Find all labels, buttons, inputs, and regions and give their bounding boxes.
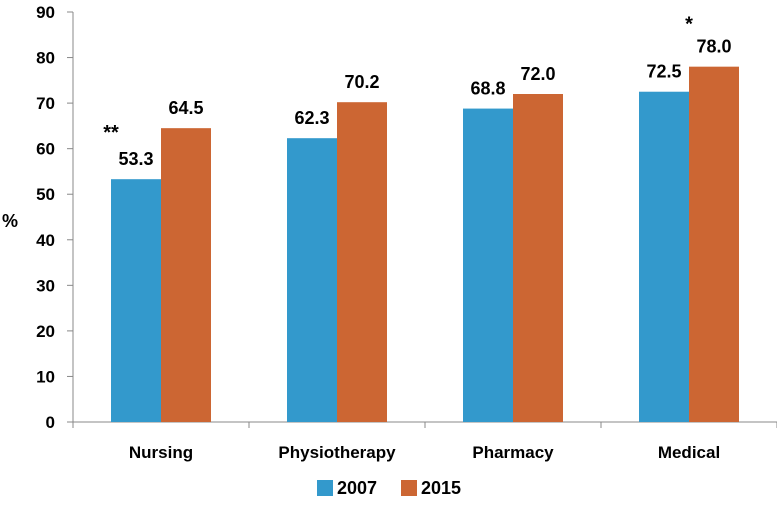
data-labels: 53.3 64.5 62.3 70.2 68.8 72.0 72.5 78.0 bbox=[118, 37, 731, 170]
significance-marker: ** bbox=[103, 122, 119, 144]
data-label: 72.5 bbox=[646, 62, 681, 82]
data-label: 62.3 bbox=[294, 108, 329, 128]
y-tick-label: 50 bbox=[36, 185, 55, 204]
y-axis-ticks: 0 10 20 30 40 50 60 70 80 90 bbox=[36, 3, 73, 432]
legend-swatch-2007 bbox=[317, 480, 333, 496]
legend-swatch-2015 bbox=[401, 480, 417, 496]
category-label: Nursing bbox=[129, 443, 193, 462]
bar-2007-physiotherapy bbox=[287, 138, 337, 422]
y-axis-label: % bbox=[2, 211, 18, 231]
data-label: 64.5 bbox=[168, 98, 203, 118]
data-label: 78.0 bbox=[696, 37, 731, 57]
data-label: 53.3 bbox=[118, 149, 153, 169]
category-label: Physiotherapy bbox=[278, 443, 396, 462]
y-tick-label: 90 bbox=[36, 3, 55, 22]
bars bbox=[111, 66, 739, 423]
category-label: Pharmacy bbox=[472, 443, 554, 462]
data-label: 72.0 bbox=[520, 64, 555, 84]
bar-2015-pharmacy bbox=[513, 94, 563, 422]
bar-2015-physiotherapy bbox=[337, 102, 387, 422]
bar-2015-medical bbox=[689, 66, 739, 423]
y-tick-label: 40 bbox=[36, 231, 55, 250]
legend-label-2007: 2007 bbox=[337, 478, 377, 498]
bar-2007-medical bbox=[639, 91, 689, 422]
y-tick-label: 10 bbox=[36, 367, 55, 386]
category-label: Medical bbox=[658, 443, 720, 462]
legend: 2007 2015 bbox=[317, 478, 461, 498]
bar-2007-nursing bbox=[111, 179, 161, 422]
data-label: 70.2 bbox=[344, 72, 379, 92]
category-labels: Nursing Physiotherapy Pharmacy Medical bbox=[129, 443, 720, 462]
legend-label-2015: 2015 bbox=[421, 478, 461, 498]
y-tick-label: 80 bbox=[36, 49, 55, 68]
y-tick-label: 30 bbox=[36, 276, 55, 295]
significance-annotations: *** bbox=[103, 14, 693, 145]
data-label: 68.8 bbox=[470, 79, 505, 99]
y-tick-label: 60 bbox=[36, 140, 55, 159]
y-tick-label: 20 bbox=[36, 322, 55, 341]
bar-2015-nursing bbox=[161, 128, 211, 422]
y-tick-label: 0 bbox=[46, 413, 55, 432]
y-tick-label: 70 bbox=[36, 94, 55, 113]
significance-marker: * bbox=[685, 14, 693, 36]
bar-2007-pharmacy bbox=[463, 108, 513, 423]
